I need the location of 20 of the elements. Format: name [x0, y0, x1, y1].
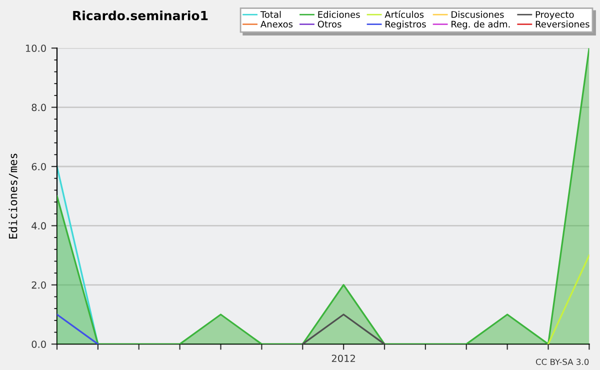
legend-label: Proyecto — [536, 11, 574, 20]
y-tick-label: 6.0 — [32, 162, 46, 170]
legend-label: Artículos — [384, 10, 424, 18]
text: CC BY-SA 3.0 — [536, 358, 589, 366]
chart-title: Ricardo.seminario1 — [73, 10, 208, 20]
legend-label: Otros — [318, 20, 342, 28]
x-tick-label: 2012 — [332, 354, 355, 362]
y-tick-label: 8.0 — [32, 104, 46, 112]
legend-label: Ediciones — [318, 10, 360, 18]
y-tick-label: 4.0 — [32, 222, 46, 230]
y-tick-label: 0.0 — [32, 340, 46, 348]
legend-label: Total — [260, 10, 281, 18]
legend-label: Reg. de adm. — [452, 20, 510, 30]
legend-label: Anexos — [260, 20, 293, 28]
legend-label: Reversiones — [536, 20, 590, 28]
legend-label: Registros — [386, 20, 426, 30]
y-tick-label: 10.0 — [26, 44, 46, 52]
y-axis-title: Ediciones/mes — [8, 154, 18, 239]
y-tick-label: 2.0 — [32, 281, 46, 289]
legend-label: Discusiones — [452, 10, 504, 18]
